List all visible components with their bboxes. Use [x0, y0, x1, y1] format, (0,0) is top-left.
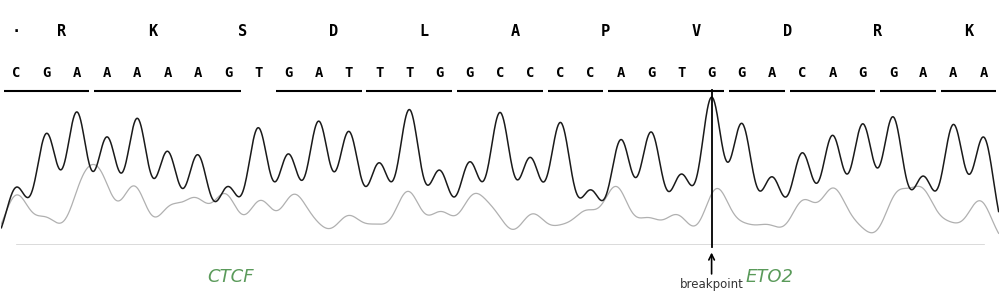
Text: A: A: [919, 66, 927, 80]
Text: T: T: [254, 66, 262, 80]
Text: L: L: [420, 24, 429, 39]
Text: K: K: [964, 24, 973, 39]
Text: A: A: [828, 66, 837, 80]
Text: G: G: [435, 66, 444, 80]
Text: A: A: [163, 66, 172, 80]
Text: T: T: [405, 66, 414, 80]
Text: breakpoint: breakpoint: [680, 278, 744, 291]
Text: G: G: [647, 66, 655, 80]
Text: A: A: [511, 24, 520, 39]
Text: K: K: [148, 24, 157, 39]
Text: P: P: [601, 24, 610, 39]
Text: G: G: [889, 66, 897, 80]
Text: A: A: [103, 66, 111, 80]
Text: A: A: [949, 66, 958, 80]
Text: A: A: [314, 66, 323, 80]
Text: A: A: [768, 66, 776, 80]
Text: G: G: [859, 66, 867, 80]
Text: D: D: [329, 24, 338, 39]
Text: A: A: [194, 66, 202, 80]
Text: R: R: [873, 24, 882, 39]
Text: G: G: [466, 66, 474, 80]
Text: G: G: [284, 66, 293, 80]
Text: C: C: [526, 66, 534, 80]
Text: ETO2: ETO2: [745, 268, 793, 286]
Text: G: G: [42, 66, 51, 80]
Text: T: T: [345, 66, 353, 80]
Text: G: G: [738, 66, 746, 80]
Text: A: A: [979, 66, 988, 80]
Text: CTCF: CTCF: [207, 268, 254, 286]
Text: T: T: [375, 66, 383, 80]
Text: C: C: [556, 66, 565, 80]
Text: C: C: [586, 66, 595, 80]
Text: G: G: [707, 66, 716, 80]
Text: A: A: [73, 66, 81, 80]
Text: A: A: [133, 66, 141, 80]
Text: T: T: [677, 66, 686, 80]
Text: D: D: [783, 24, 792, 39]
Text: S: S: [238, 24, 248, 39]
Text: A: A: [617, 66, 625, 80]
Text: C: C: [12, 66, 21, 80]
Text: G: G: [224, 66, 232, 80]
Text: C: C: [496, 66, 504, 80]
Text: ·: ·: [12, 24, 21, 39]
Text: C: C: [798, 66, 806, 80]
Text: V: V: [692, 24, 701, 39]
Text: R: R: [57, 24, 66, 39]
